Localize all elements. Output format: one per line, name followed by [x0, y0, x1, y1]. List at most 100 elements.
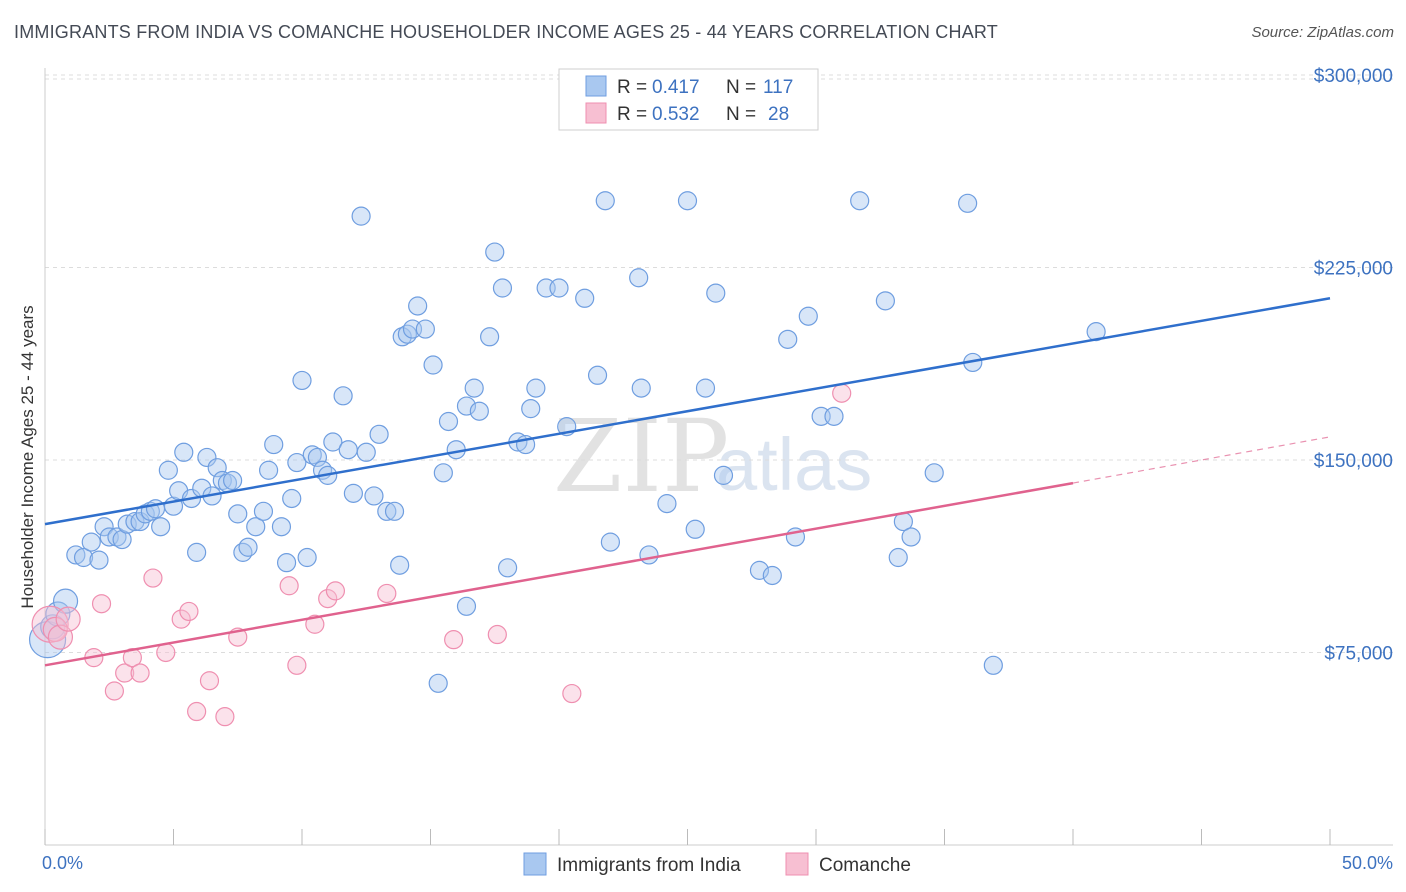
chart-title: IMMIGRANTS FROM INDIA VS COMANCHE HOUSEH… — [14, 22, 998, 42]
india-point — [958, 193, 978, 213]
india-point — [575, 288, 595, 308]
india-point — [89, 550, 109, 570]
india-point — [778, 329, 798, 349]
india-point — [73, 547, 94, 568]
india-point — [657, 494, 677, 514]
india-point — [151, 517, 171, 537]
legend-swatch-india — [585, 75, 607, 97]
india-point — [438, 411, 459, 432]
india-point — [94, 517, 114, 537]
india-point — [384, 501, 405, 521]
india-point — [258, 460, 279, 480]
india-point — [749, 560, 770, 580]
india-point — [924, 463, 944, 483]
comanche-point — [832, 383, 852, 403]
legend-swatch-comanche — [585, 102, 607, 124]
india-point — [333, 386, 353, 406]
india-point — [323, 432, 343, 452]
comanche-point — [318, 588, 338, 609]
comanche-point — [55, 606, 81, 632]
india-point — [338, 440, 358, 460]
india-point — [408, 296, 428, 316]
legend-r-value-india: 0.417 — [652, 77, 700, 98]
india-point — [302, 445, 322, 465]
bottom-legend-label-comanche: Comanche — [819, 855, 911, 876]
india-point — [888, 547, 908, 568]
india-point — [498, 558, 518, 578]
y-tick-label: $300,000 — [1314, 66, 1393, 87]
india-point — [112, 529, 132, 550]
india-point — [631, 378, 651, 398]
comanche-point — [143, 568, 163, 588]
legend-r-label-comanche: R = — [617, 104, 647, 125]
india-point — [433, 463, 453, 483]
india-point — [238, 537, 258, 557]
comanche-point — [325, 581, 346, 601]
india-point — [297, 547, 317, 568]
india-point — [587, 365, 608, 385]
x-tick-label-max: 50.0% — [1342, 853, 1393, 873]
india-point — [356, 442, 376, 462]
india-point — [983, 655, 1003, 675]
india-point — [187, 542, 207, 562]
top-legend: R = 0.417 N = 117 R = 0.532 N = 28 — [558, 68, 819, 131]
india-point — [526, 378, 546, 398]
comanche-trend-line — [44, 481, 1074, 667]
india-point — [639, 545, 659, 565]
india-point — [428, 673, 448, 693]
axes — [44, 68, 1393, 846]
india-point — [307, 447, 328, 468]
india-point — [423, 355, 443, 375]
india-point — [485, 242, 505, 262]
comanche-point — [279, 576, 299, 596]
comanche-point — [377, 583, 397, 604]
x-ticks — [44, 829, 1331, 845]
india-point — [81, 532, 101, 552]
series-comanche-points — [31, 383, 852, 727]
india-point — [158, 460, 178, 480]
india-point — [713, 465, 734, 485]
india-point — [685, 519, 705, 539]
comanche-point — [104, 681, 124, 701]
legend-n-value-india: 117 — [763, 77, 793, 98]
comanche-point — [171, 609, 191, 629]
india-point — [292, 370, 312, 391]
comanche-point — [91, 594, 112, 614]
india-point — [174, 442, 194, 462]
bottom-legend-swatch-india — [523, 852, 547, 876]
trend-lines — [44, 297, 1331, 667]
y-tick-label: $75,000 — [1324, 643, 1393, 664]
grid-lines — [45, 74, 1393, 653]
india-point — [706, 283, 726, 303]
india-point — [397, 324, 417, 344]
india-point — [364, 486, 384, 506]
india-point — [824, 406, 844, 426]
comanche-point — [287, 655, 307, 675]
india-point — [677, 191, 698, 211]
x-tick-label-min: 0.0% — [42, 853, 83, 873]
india-point — [464, 378, 484, 398]
comanche-point — [199, 671, 220, 691]
india-point — [282, 488, 302, 509]
legend-n-label-india: N = — [726, 77, 756, 98]
bottom-legend-swatch-comanche — [785, 852, 809, 876]
india-point — [850, 191, 870, 211]
india-point — [253, 501, 274, 521]
india-point — [695, 378, 716, 398]
india-point — [798, 306, 818, 326]
chart-source: Source: ZipAtlas.com — [1251, 24, 1394, 41]
bottom-legend: Immigrants from India Comanche — [523, 852, 911, 876]
india-point — [246, 517, 266, 537]
india-point — [276, 553, 297, 573]
india-point — [521, 399, 541, 419]
india-point — [233, 542, 253, 562]
india-point — [207, 458, 227, 478]
india-point — [343, 483, 363, 503]
india-point — [595, 191, 615, 211]
india-point — [480, 327, 500, 347]
comanche-point — [187, 701, 207, 722]
india-point — [762, 565, 782, 586]
comanche-point — [444, 630, 464, 650]
india-point — [492, 278, 513, 298]
y-tick-labels: $75,000 $150,000 $225,000 $300,000 — [1314, 66, 1393, 665]
